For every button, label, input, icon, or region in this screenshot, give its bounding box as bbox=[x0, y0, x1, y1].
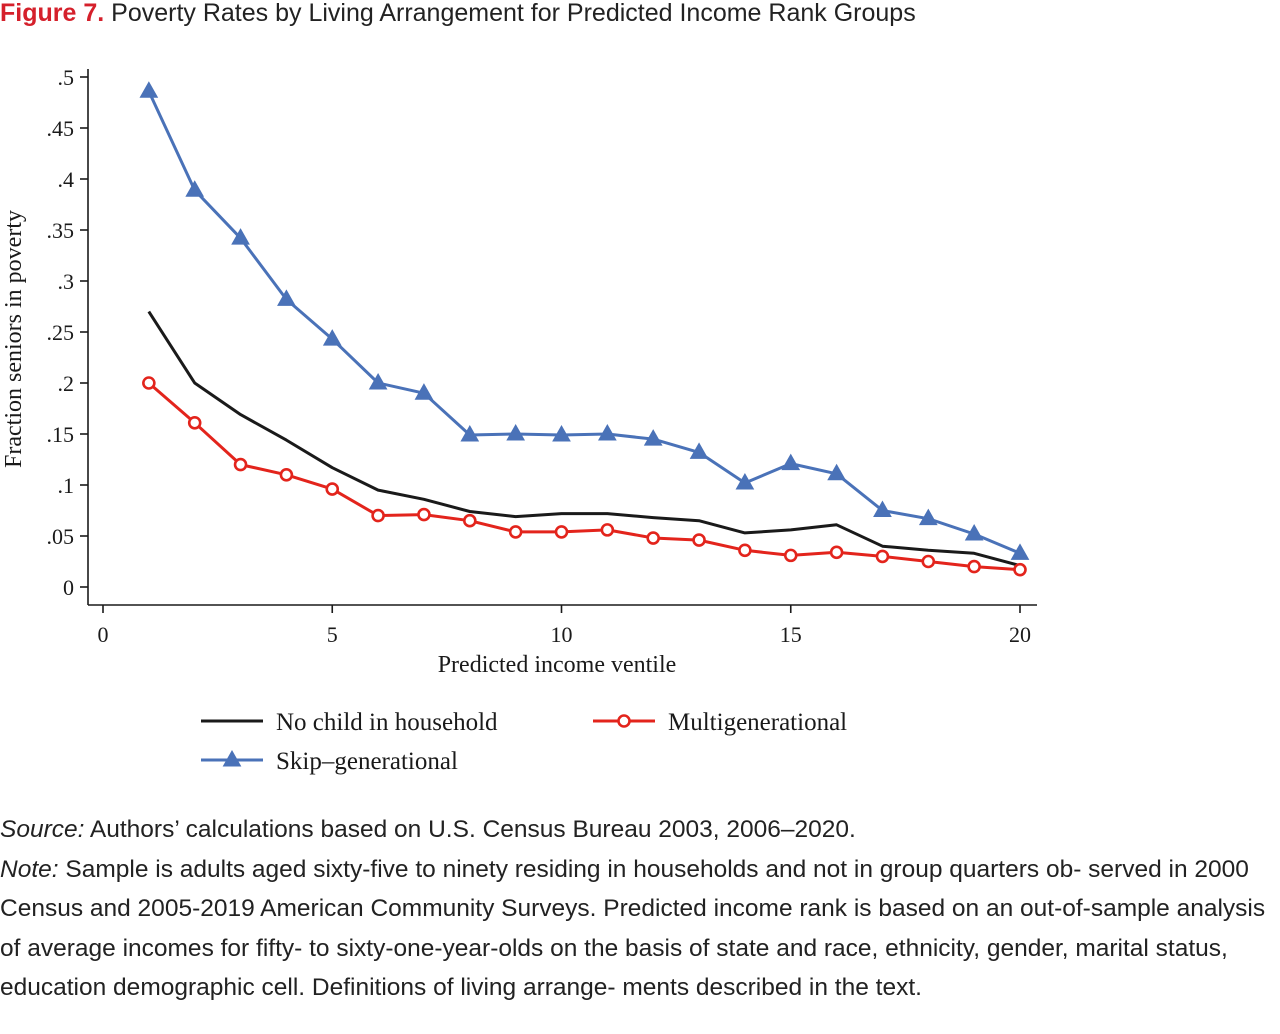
series-line bbox=[147, 90, 1021, 555]
series-0 bbox=[147, 310, 1021, 568]
series-line bbox=[147, 381, 1021, 572]
data-point bbox=[139, 81, 159, 98]
x-tick-label: 10 bbox=[551, 622, 573, 647]
data-point bbox=[781, 453, 801, 471]
data-point bbox=[277, 289, 296, 306]
y-tick-label: .05 bbox=[47, 524, 75, 549]
figure-title: Figure 7. Poverty Rates by Living Arrang… bbox=[0, 0, 916, 26]
data-point bbox=[692, 533, 706, 547]
data-point bbox=[646, 531, 661, 545]
data-point bbox=[231, 228, 250, 245]
legend-label: Multigenerational bbox=[668, 709, 847, 736]
data-point bbox=[964, 523, 984, 541]
data-point bbox=[508, 525, 523, 539]
data-point bbox=[783, 548, 798, 563]
note-line: Note: Sample is adults aged sixty-five t… bbox=[0, 850, 1280, 1008]
data-point bbox=[1010, 543, 1030, 560]
x-tick-label: 20 bbox=[1009, 622, 1031, 647]
y-tick-label: 0 bbox=[63, 575, 74, 600]
axes: 0 .05 .1 .15 .2 .25 .3 .35 .4 .45 .5 0 5 10 15 20 bbox=[47, 65, 1037, 647]
data-point bbox=[417, 507, 431, 522]
y-tick-label: .1 bbox=[58, 473, 75, 498]
series-line bbox=[147, 310, 1021, 568]
data-point bbox=[875, 549, 890, 564]
data-point bbox=[643, 429, 663, 446]
data-point bbox=[552, 425, 571, 442]
data-point bbox=[187, 415, 202, 430]
series-2 bbox=[139, 81, 1030, 560]
y-tick-label: .15 bbox=[47, 422, 75, 447]
line-chart: 0 .05 .1 .15 .2 .25 .3 .35 .4 .45 .5 0 5 10 15 20 Fract… bbox=[1, 65, 1037, 775]
legend-item: Skip–generational bbox=[201, 748, 458, 775]
data-point bbox=[1013, 562, 1027, 577]
figure-title-text: Poverty Rates by Living Arrangement for … bbox=[111, 0, 916, 27]
data-point bbox=[689, 442, 709, 459]
note-text: Sample is adults aged sixty-five to nine… bbox=[0, 855, 1266, 1002]
figure-footer: Source: Authors’ calculations based on U… bbox=[0, 810, 1280, 1008]
data-point bbox=[967, 559, 981, 574]
data-point bbox=[185, 180, 205, 197]
legend-label: No child in household bbox=[276, 709, 498, 736]
x-tick-label: 0 bbox=[98, 622, 109, 647]
data-point bbox=[506, 423, 526, 441]
source-line: Source: Authors’ calculations based on U… bbox=[0, 810, 1280, 850]
y-tick-label: .5 bbox=[58, 65, 75, 90]
y-tick-label: .3 bbox=[58, 269, 75, 294]
legend-marker bbox=[617, 714, 631, 728]
x-tick-label: 5 bbox=[327, 622, 338, 647]
series-1 bbox=[142, 376, 1027, 577]
y-axis-label: Fraction seniors in poverty bbox=[1, 210, 27, 468]
data-point bbox=[597, 423, 617, 441]
data-point bbox=[279, 467, 294, 482]
source-text: Authors’ calculations based on U.S. Cens… bbox=[84, 816, 856, 843]
data-point bbox=[829, 545, 844, 560]
y-tick-label: .45 bbox=[47, 116, 75, 141]
legend-marker bbox=[222, 749, 242, 767]
source-label: Source: bbox=[0, 816, 85, 843]
data-point bbox=[368, 372, 388, 390]
data-point bbox=[460, 425, 480, 442]
x-axis-label: Predicted income ventile bbox=[438, 652, 677, 678]
data-point bbox=[233, 457, 248, 472]
data-point bbox=[414, 383, 434, 400]
y-tick-label: .4 bbox=[58, 167, 75, 192]
x-tick-label: 15 bbox=[780, 622, 802, 647]
data-point bbox=[827, 463, 846, 481]
figure-label: Figure 7. bbox=[0, 0, 105, 27]
legend-label: Skip–generational bbox=[276, 748, 458, 775]
data-point bbox=[873, 500, 892, 517]
data-point bbox=[554, 525, 569, 539]
data-point bbox=[918, 508, 938, 526]
data-point bbox=[921, 554, 936, 569]
legend: No child in household Multigenerational Sk… bbox=[201, 709, 847, 775]
data-point bbox=[371, 508, 385, 523]
legend-item: No child in household bbox=[201, 709, 498, 736]
legend-item: Multigenerational bbox=[593, 709, 847, 736]
y-tick-label: .25 bbox=[47, 320, 75, 345]
y-tick-label: .35 bbox=[47, 218, 75, 243]
data-point bbox=[738, 543, 752, 558]
data-point bbox=[142, 376, 156, 390]
data-point bbox=[600, 523, 615, 537]
note-label: Note: bbox=[0, 855, 59, 883]
data-point bbox=[735, 472, 755, 490]
data-point bbox=[325, 482, 340, 496]
data-point bbox=[322, 329, 342, 346]
series-layer bbox=[139, 81, 1030, 577]
data-point bbox=[462, 513, 477, 528]
y-tick-label: .2 bbox=[58, 371, 75, 396]
